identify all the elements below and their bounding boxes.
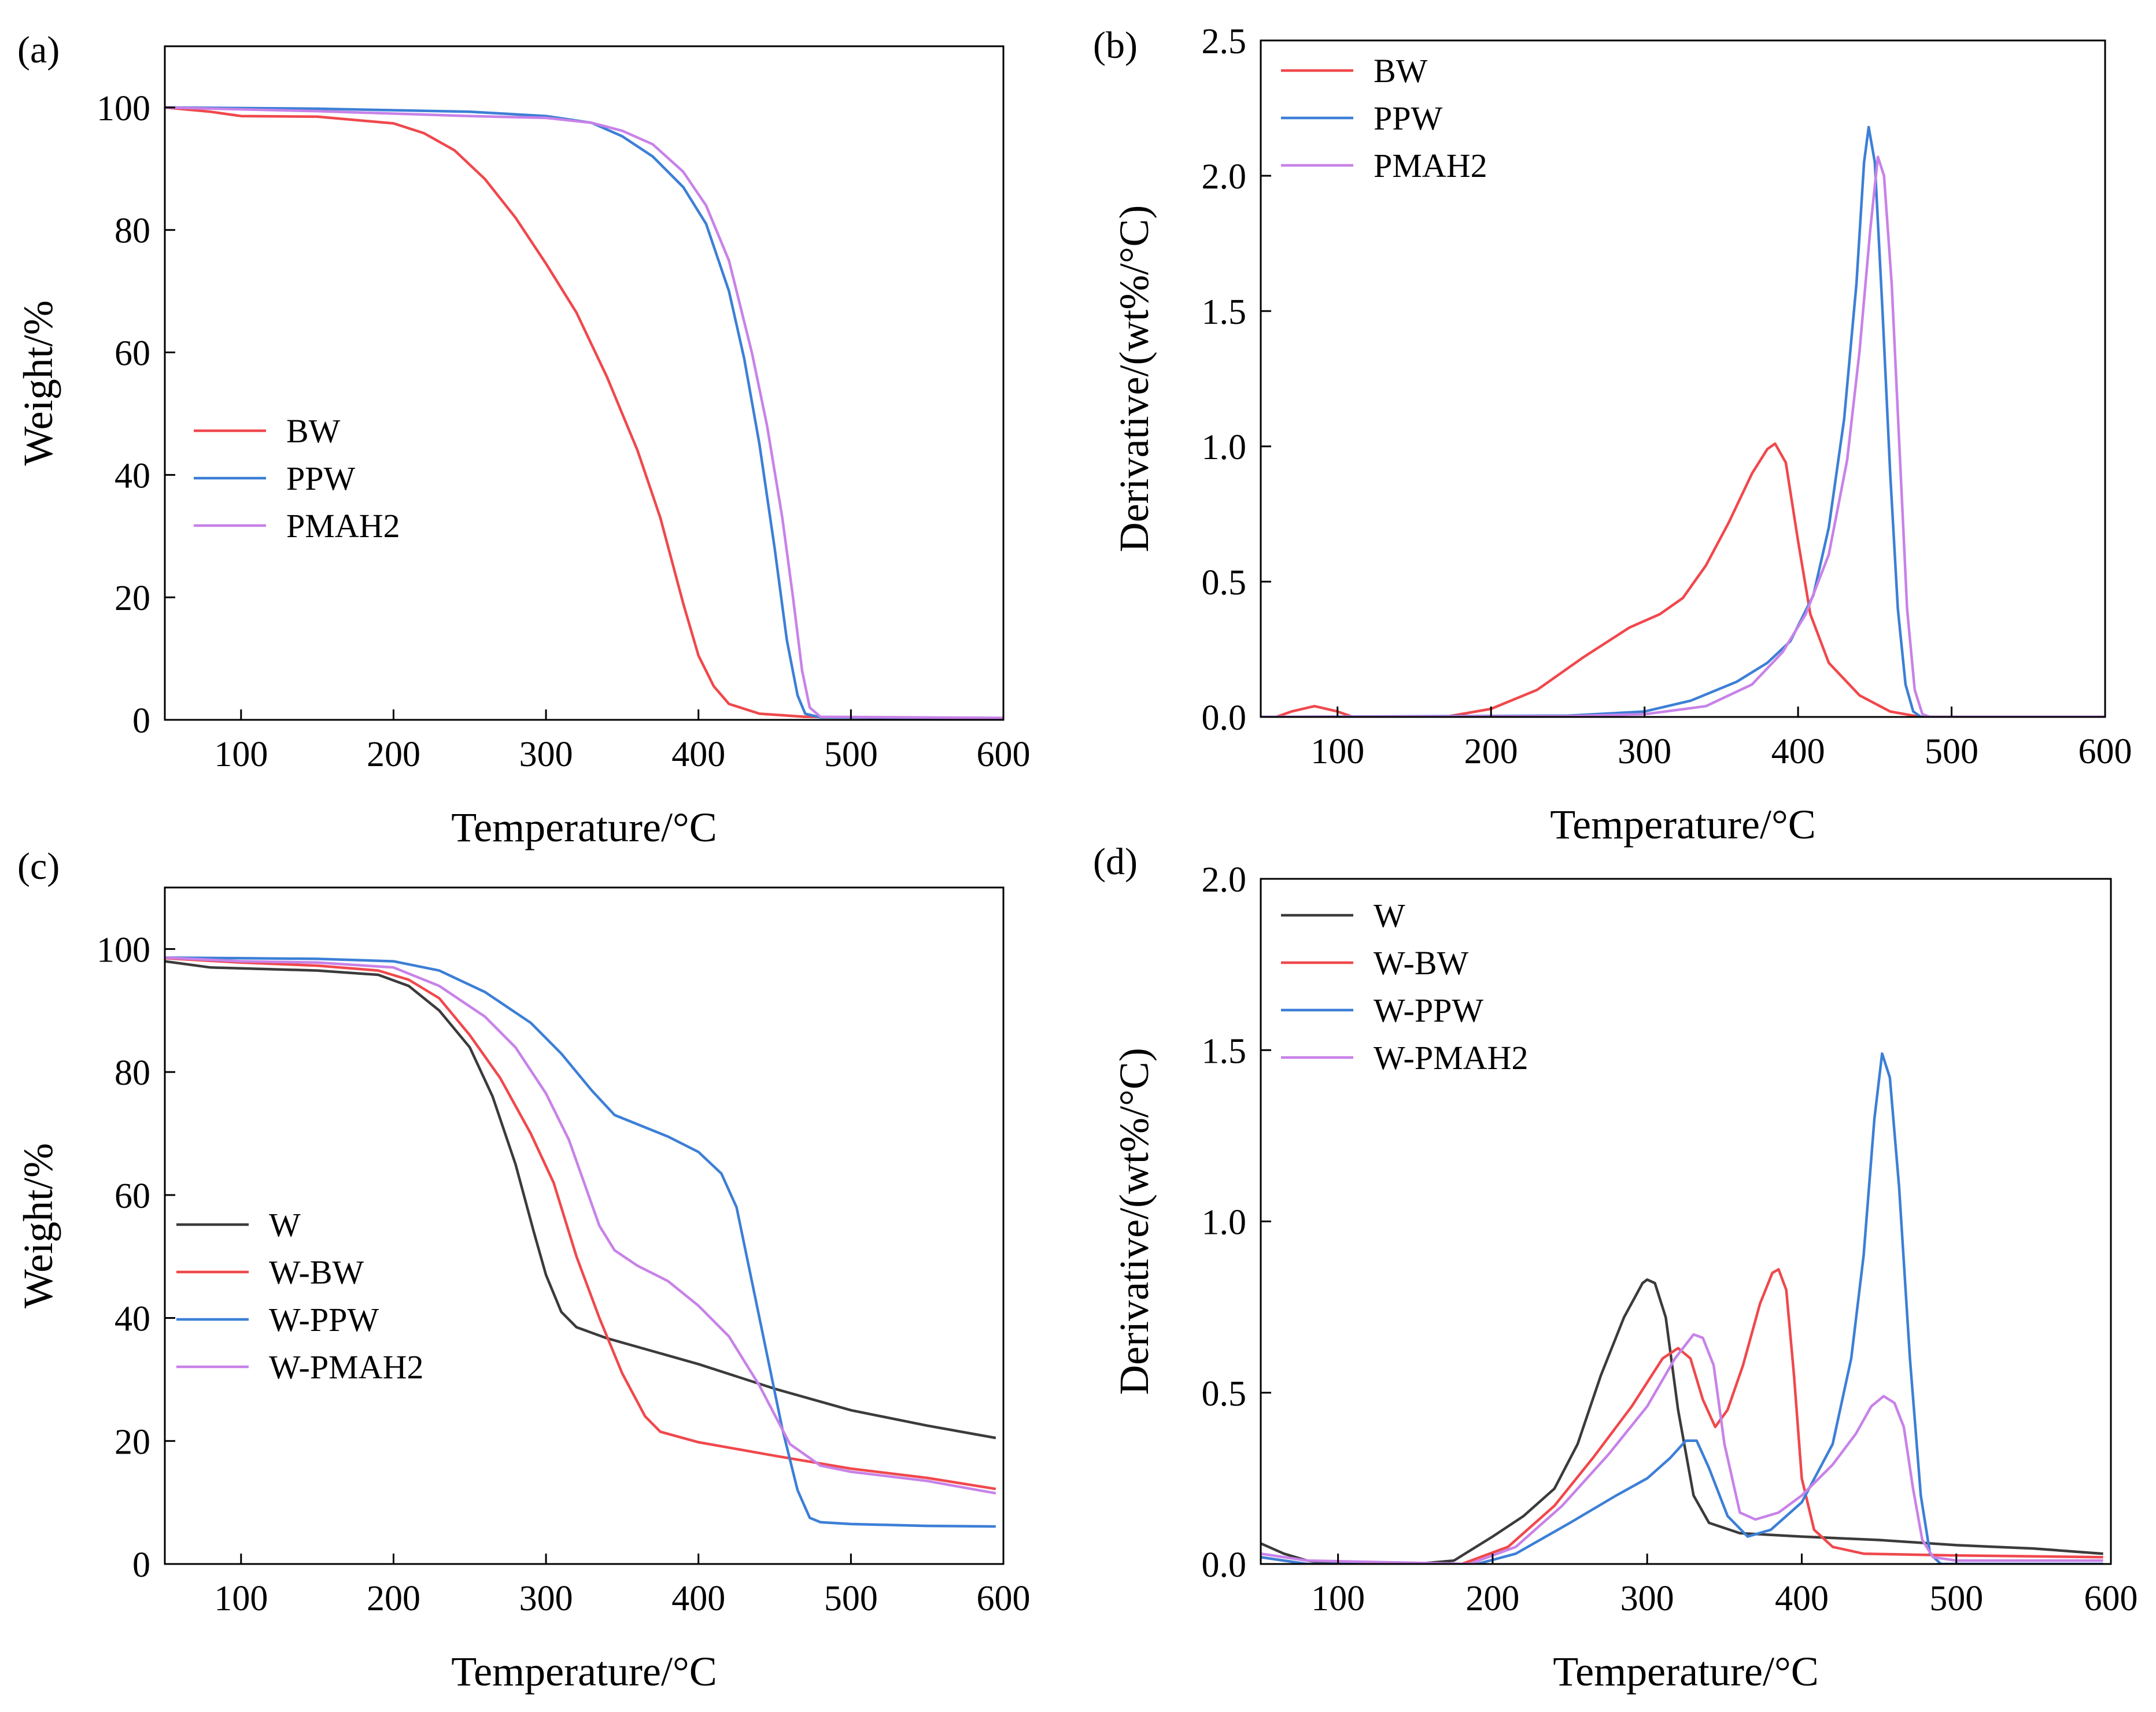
panel-label: (d) (1093, 841, 1138, 883)
legend-label: PMAH2 (1374, 147, 1487, 184)
x-tick-label: 200 (1465, 1579, 1519, 1618)
legend-label: BW (1374, 52, 1428, 90)
x-tick-label: 100 (214, 735, 268, 774)
panel-label: (c) (17, 845, 60, 888)
x-tick-label: 300 (1620, 1579, 1674, 1618)
legend-label: W-BW (269, 1254, 364, 1291)
y-tick-label: 2.0 (1202, 860, 1247, 900)
x-tick-label: 600 (2084, 1579, 2138, 1618)
x-tick-label: 300 (519, 735, 573, 774)
x-axis-title: Temperature/°C (451, 1648, 717, 1695)
x-axis-title: Temperature/°C (1550, 801, 1816, 848)
legend-label: W-PPW (1374, 992, 1483, 1029)
legend-label: W (269, 1206, 301, 1244)
panel-label: (b) (1093, 24, 1138, 66)
y-tick-label: 0 (132, 701, 150, 741)
x-tick-label: 400 (671, 1579, 725, 1618)
y-tick-label: 2.5 (1202, 22, 1247, 61)
x-tick-label: 400 (1771, 732, 1825, 771)
x-tick-label: 600 (2079, 732, 2132, 771)
x-tick-label: 400 (671, 735, 725, 774)
x-tick-label: 500 (1925, 732, 1978, 771)
series-line-w-ppw (165, 956, 996, 1528)
series-line-pmah2 (165, 106, 1003, 720)
y-axis-title: Derivative/(wt%/°C) (1111, 205, 1157, 553)
x-tick-label: 200 (367, 735, 420, 774)
x-tick-label: 300 (519, 1579, 573, 1618)
series-line-w-bw (165, 957, 996, 1491)
x-tick-label: 100 (214, 1579, 268, 1618)
x-tick-label: 200 (367, 1579, 420, 1618)
panel-a: 100 200 300 400 500 600 0 20 40 60 80 100 Temperatur… (15, 29, 1031, 851)
series-line-w-ppw (1261, 1052, 2103, 1564)
y-tick-label: 100 (97, 89, 150, 128)
series-line-w-bw (1261, 1268, 2103, 1564)
plot-frame (1260, 39, 2106, 718)
y-tick-label: 100 (97, 930, 150, 970)
panel-b: 100 200 300 400 500 600 0.0 0.5 1.0 1.5 2.0 2.5 Temp… (1093, 22, 2132, 848)
y-tick-label: 60 (115, 334, 150, 374)
legend-label: PMAH2 (286, 507, 400, 545)
x-axis-title: Temperature/°C (1553, 1648, 1819, 1695)
x-tick-label: 500 (1929, 1579, 1983, 1618)
y-tick-label: 2.0 (1202, 157, 1247, 197)
x-tick-label: 400 (1775, 1579, 1829, 1618)
x-tick-label: 100 (1311, 1579, 1365, 1618)
series-line-ppw (165, 106, 1003, 720)
x-tick-label: 500 (824, 735, 878, 774)
y-tick-label: 1.0 (1202, 1203, 1247, 1243)
series-line-w-pmah2 (165, 956, 996, 1495)
panel-d: 100 200 300 400 500 600 0.0 0.5 1.0 1.5 2.0 Tempera… (1093, 841, 2138, 1695)
y-tick-label: 40 (115, 456, 150, 496)
x-axis-title: Temperature/°C (451, 804, 717, 851)
x-tick-label: 500 (824, 1579, 878, 1618)
x-tick-label: 600 (977, 735, 1031, 774)
legend-label: PPW (286, 460, 356, 497)
y-tick-label: 1.0 (1202, 428, 1247, 467)
y-tick-label: 1.5 (1202, 1031, 1247, 1071)
panel-label: (a) (17, 29, 60, 71)
y-tick-label: 20 (115, 1422, 150, 1462)
y-tick-label: 80 (115, 1053, 150, 1093)
x-tick-label: 600 (977, 1579, 1031, 1618)
panel-c: 100 200 300 400 500 600 0 20 40 60 80 100 Temperatur… (15, 845, 1031, 1695)
y-tick-label: 0.5 (1202, 1374, 1247, 1414)
y-tick-label: 20 (115, 579, 150, 618)
y-tick-label: 80 (115, 212, 150, 251)
y-tick-label: 40 (115, 1300, 150, 1339)
series-line-w-pmah2 (1261, 1333, 2103, 1564)
legend-label: BW (286, 412, 341, 450)
series-line-w (1261, 1278, 2103, 1564)
legend-label: W (1374, 897, 1405, 934)
series-line-ppw (1261, 125, 2105, 717)
y-tick-label: 0.0 (1202, 1545, 1247, 1585)
y-axis-title: Derivative/(wt%/°C) (1111, 1048, 1157, 1395)
series-line-bw (1275, 442, 2105, 717)
x-tick-label: 100 (1310, 732, 1364, 771)
x-tick-label: 200 (1464, 732, 1518, 771)
legend-label: W-BW (1374, 944, 1469, 982)
y-axis-title: Weight/% (15, 300, 61, 465)
plot-frame (164, 886, 1005, 1565)
y-tick-label: 60 (115, 1177, 150, 1216)
x-tick-label: 300 (1618, 732, 1671, 771)
legend-label: PPW (1374, 99, 1443, 137)
series-line-bw (165, 106, 958, 720)
series-line-pmah2 (1261, 155, 2105, 717)
y-tick-label: 1.5 (1202, 293, 1247, 332)
y-tick-label: 0 (132, 1545, 150, 1585)
legend-label: W-PMAH2 (269, 1348, 423, 1386)
y-tick-label: 0.5 (1202, 563, 1247, 602)
plot-frame (164, 45, 1005, 721)
y-axis-title: Weight/% (15, 1143, 61, 1308)
legend-label: W-PPW (269, 1301, 379, 1338)
legend-label: W-PMAH2 (1374, 1039, 1528, 1077)
y-tick-label: 0.0 (1202, 698, 1247, 738)
